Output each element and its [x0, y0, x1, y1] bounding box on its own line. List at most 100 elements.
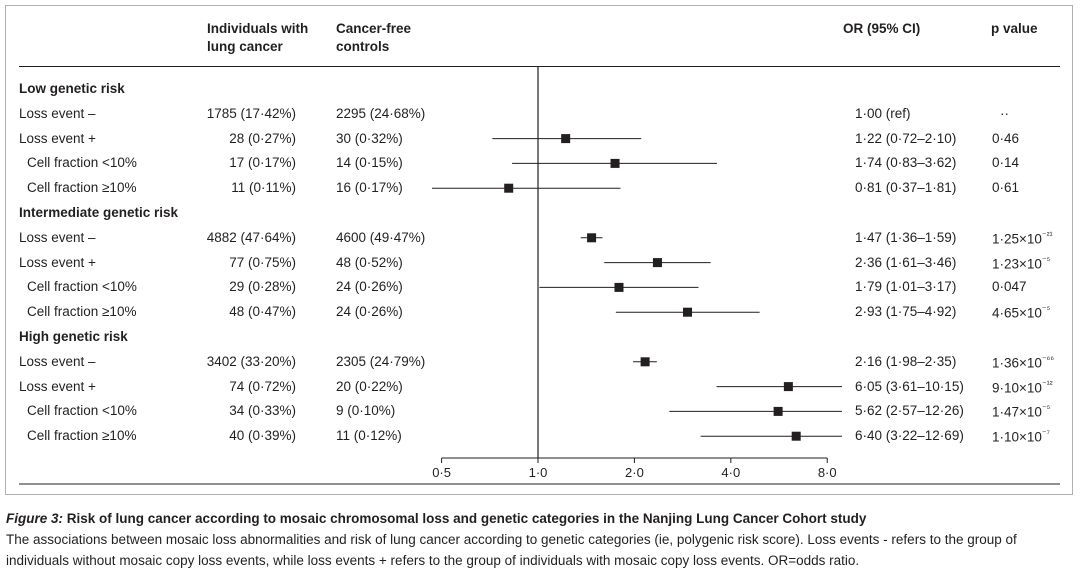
- or-point: [683, 307, 693, 317]
- controls-value: 48 (0·52%): [336, 254, 403, 270]
- p-value: 1·23×10⁻⁵: [992, 255, 1050, 272]
- p-value-exponent: ⁻²¹: [1041, 229, 1053, 240]
- caption-text: The associations between mosaic loss abn…: [6, 532, 1017, 568]
- cases-value: 74 (0·72%): [229, 378, 296, 394]
- or-ci-value: 2·93 (1·75–4·92): [855, 304, 957, 320]
- p-value: 0·61: [992, 180, 1019, 195]
- p-value: 1·25×10⁻²¹: [992, 230, 1053, 247]
- or-ci-value: 2·36 (1·61–3·46): [855, 254, 957, 270]
- or-ci-value: 5·62 (2·57–12·26): [855, 403, 964, 419]
- or-point: [561, 134, 571, 144]
- x-tick-label: 2·0: [625, 465, 644, 480]
- row-label: Cell fraction <10%: [27, 279, 137, 295]
- cases-value: 48 (0·47%): [229, 304, 296, 320]
- or-ci-value: 2·16 (1·98–2·35): [855, 353, 957, 369]
- header-or: OR (95% CI): [843, 21, 921, 36]
- or-point: [783, 382, 793, 392]
- controls-value: 4600 (49·47%): [336, 229, 426, 245]
- row-label: Loss event –: [19, 229, 96, 245]
- p-value-exponent: ⁻¹²: [1041, 378, 1053, 389]
- or-ci-value: 1·22 (0·72–2·10): [855, 130, 957, 146]
- p-value-exponent: ⁻⁵: [1041, 403, 1051, 414]
- p-value-mantissa: 0·61: [992, 180, 1020, 196]
- controls-value: 11 (0·12%): [336, 428, 402, 444]
- or-point: [610, 158, 620, 168]
- row-label: Cell fraction ≥10%: [27, 428, 137, 444]
- p-value: 0·46: [992, 131, 1019, 146]
- row-label: Loss event –: [19, 105, 96, 121]
- controls-value: 24 (0·26%): [336, 304, 403, 320]
- caption-figure-label: Figure 3:: [6, 511, 64, 526]
- or-point: [791, 431, 801, 441]
- or-point: [773, 406, 783, 416]
- or-ci-value: 1·74 (0·83–3·62): [855, 155, 957, 171]
- group-title: High genetic risk: [19, 329, 128, 344]
- x-tick-label: 1·0: [529, 465, 548, 480]
- p-value: 9·10×10⁻¹²: [992, 379, 1053, 396]
- cases-value: 17 (0·17%): [229, 155, 296, 171]
- p-value-mantissa: 9·10×10: [992, 380, 1042, 396]
- p-value-mantissa: 0·46: [992, 130, 1020, 146]
- p-value-mantissa: 4·65×10: [992, 305, 1042, 321]
- p-value-mantissa: ··: [1000, 105, 1009, 121]
- row-label: Loss event +: [19, 378, 96, 394]
- cases-value: 3402 (33·20%): [206, 353, 296, 369]
- row-label: Loss event +: [19, 254, 96, 270]
- p-value-mantissa: 0·047: [992, 279, 1027, 295]
- header-pvalue: p value: [991, 21, 1038, 36]
- p-value-exponent: ⁻⁷: [1041, 428, 1050, 439]
- p-value: ··: [1000, 106, 1009, 121]
- p-value-exponent: ⁻⁵: [1041, 304, 1051, 315]
- header-controls: Cancer-free controls: [336, 21, 412, 54]
- cases-value: 11 (0·11%): [231, 180, 296, 196]
- cases-value: 28 (0·27%): [229, 130, 296, 146]
- or-ci-value: 1·47 (1·36–1·59): [855, 229, 957, 245]
- p-value: 0·14: [992, 155, 1019, 170]
- controls-value: 20 (0·22%): [336, 378, 403, 394]
- cases-value: 4882 (47·64%): [206, 229, 296, 245]
- or-point: [614, 282, 624, 292]
- p-value-mantissa: 1·23×10: [992, 256, 1042, 272]
- p-value-mantissa: 1·47×10: [992, 404, 1042, 420]
- or-point: [504, 183, 514, 193]
- controls-value: 9 (0·10%): [336, 403, 396, 419]
- x-tick-label: 4·0: [721, 465, 740, 480]
- or-ci-value: 0·81 (0·37–1·81): [855, 180, 957, 196]
- or-ci-value: 6·40 (3·22–12·69): [855, 428, 964, 444]
- row-label: Cell fraction <10%: [27, 155, 137, 171]
- caption-title: Risk of lung cancer according to mosaic …: [63, 511, 867, 526]
- cases-value: 34 (0·33%): [229, 403, 296, 419]
- header-cases: Individuals with lung cancer: [207, 21, 309, 54]
- controls-value: 24 (0·26%): [336, 279, 403, 295]
- p-value-mantissa: 0·14: [992, 155, 1020, 171]
- or-point: [640, 357, 650, 367]
- p-value: 0·047: [992, 279, 1027, 294]
- figure-caption: Figure 3: Risk of lung cancer according …: [6, 508, 1074, 571]
- forest-plot: 0·5 1·0 2·0 4·0 8·0: [19, 67, 1060, 485]
- group-title: Low genetic risk: [19, 81, 125, 96]
- or-point: [652, 258, 662, 268]
- p-value: 4·65×10⁻⁵: [992, 304, 1050, 321]
- or-point: [587, 233, 597, 243]
- controls-value: 2295 (24·68%): [336, 105, 426, 121]
- p-value-mantissa: 1·36×10: [992, 355, 1042, 371]
- group-title: Intermediate genetic risk: [19, 205, 179, 220]
- x-tick-label: 0·5: [432, 465, 451, 480]
- x-tick-label: 8·0: [818, 465, 837, 480]
- p-value-exponent: ⁻⁶⁶: [1041, 353, 1055, 364]
- controls-value: 30 (0·32%): [336, 130, 403, 146]
- cases-value: 40 (0·39%): [229, 428, 296, 444]
- cases-value: 77 (0·75%): [229, 254, 296, 270]
- cases-value: 1785 (17·42%): [206, 105, 296, 121]
- row-label: Loss event +: [19, 130, 96, 146]
- controls-value: 2305 (24·79%): [336, 353, 426, 369]
- row-label: Cell fraction <10%: [27, 403, 137, 419]
- or-ci-value: 1·00 (ref): [855, 105, 911, 121]
- cases-value: 29 (0·28%): [229, 279, 296, 295]
- or-ci-value: 1·79 (1·01–3·17): [855, 279, 957, 295]
- p-value: 1·36×10⁻⁶⁶: [992, 354, 1054, 371]
- or-ci-value: 6·05 (3·61–10·15): [855, 378, 964, 394]
- p-value-mantissa: 1·10×10: [992, 429, 1042, 445]
- controls-value: 14 (0·15%): [336, 155, 403, 171]
- row-label: Cell fraction ≥10%: [27, 304, 137, 320]
